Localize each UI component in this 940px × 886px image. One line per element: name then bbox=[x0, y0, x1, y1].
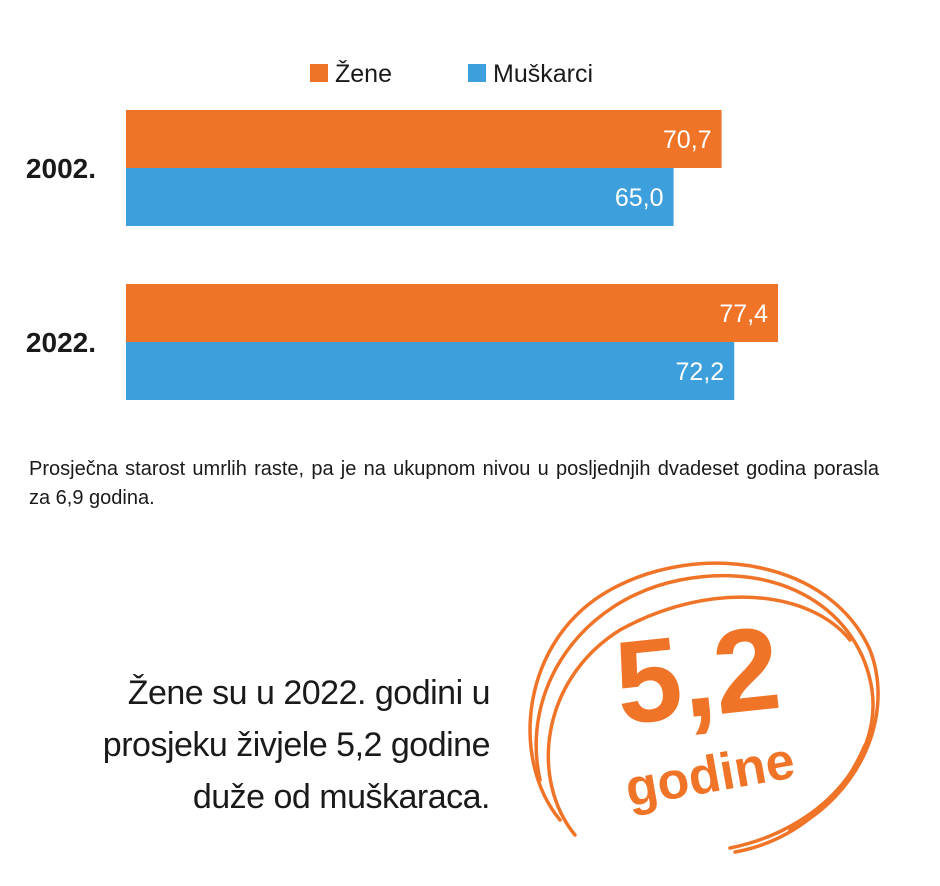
category-label-2: 2022. bbox=[26, 327, 96, 358]
legend-label-1: Žene bbox=[335, 59, 392, 88]
value-label-2-1: 65,0 bbox=[615, 184, 664, 212]
category-label-1: 2002. bbox=[26, 153, 96, 184]
callout-line-1: Žene su u 2022. godini u bbox=[127, 674, 491, 712]
bar-2-2 bbox=[126, 342, 735, 400]
value-label-2-2: 72,2 bbox=[676, 358, 725, 386]
bars: 2002. 70,7 65,0 2022. 77,4 72,2 bbox=[26, 110, 779, 400]
caption-text: Prosječna starost umrlih raste, pa je na… bbox=[29, 458, 879, 509]
callout-line-2: prosjeku živjele 5,2 godine bbox=[102, 726, 491, 764]
stamp-badge: 5,2 godine bbox=[528, 561, 880, 854]
stamp-circle-icon bbox=[528, 561, 880, 854]
legend-swatch-2 bbox=[468, 64, 486, 82]
legend: Žene Muškarci bbox=[310, 59, 593, 88]
bar-chart: Žene Muškarci 2002. 70,7 65,0 2022. 77,4 72,2 bbox=[26, 59, 779, 400]
legend-label-2: Muškarci bbox=[493, 60, 593, 88]
bar-1-2 bbox=[126, 284, 779, 342]
value-label-1-1: 70,7 bbox=[663, 126, 712, 154]
value-label-1-2: 77,4 bbox=[719, 300, 768, 328]
stamp-value: 5,2 bbox=[609, 602, 786, 750]
bar-2-1 bbox=[126, 168, 674, 226]
bar-1-1 bbox=[126, 110, 722, 168]
callout-text: Žene su u 2022. godini u prosjeku živjel… bbox=[60, 667, 491, 823]
legend-swatch-1 bbox=[310, 64, 328, 82]
callout-line-3: duže od muškaraca. bbox=[192, 778, 491, 816]
